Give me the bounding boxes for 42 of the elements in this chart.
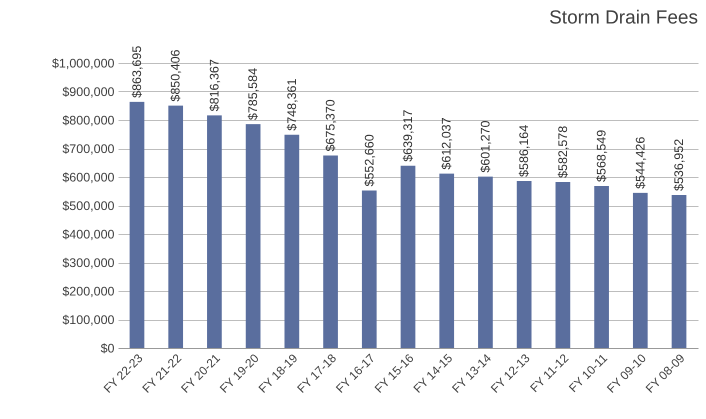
y-tick-label: $400,000 (62, 228, 115, 242)
y-tick-label: $300,000 (62, 256, 115, 270)
bar (323, 156, 338, 348)
bar (632, 192, 648, 348)
bar (400, 166, 416, 348)
bar (478, 176, 493, 348)
data-label: $748,361 (284, 78, 299, 131)
data-label: $552,660 (362, 134, 376, 186)
y-tick-label: $700,000 (62, 142, 115, 156)
bar (284, 134, 300, 348)
bar (168, 106, 184, 348)
chart-title: Storm Drain Fees (549, 8, 698, 29)
y-tick-label: $500,000 (62, 199, 115, 213)
data-label: $612,037 (440, 117, 454, 170)
y-tick-label: $200,000 (62, 284, 115, 298)
y-tick-label: $900,000 (62, 85, 115, 99)
bar (439, 174, 454, 348)
y-tick-label: $1,000,000 (52, 56, 115, 70)
bar (594, 186, 609, 348)
data-label: $850,406 (168, 49, 183, 102)
bar (672, 194, 686, 348)
bar (207, 115, 222, 348)
data-label: $675,370 (324, 99, 338, 152)
y-tick-label: $800,000 (62, 114, 115, 128)
y-tick-label: $0 (100, 342, 115, 356)
data-label: $601,270 (478, 120, 492, 173)
bar (362, 190, 377, 348)
y-tick-label: $600,000 (62, 170, 115, 184)
data-label: $785,584 (246, 68, 260, 120)
data-label: $586,164 (517, 124, 532, 177)
bar (246, 124, 260, 348)
y-tick-label: $100,000 (62, 313, 115, 327)
data-label: $582,578 (556, 126, 570, 178)
bar (556, 182, 570, 348)
bar (130, 102, 144, 348)
data-label: $568,549 (594, 130, 609, 182)
bar (516, 180, 532, 348)
data-label: $863,695 (130, 46, 144, 98)
data-label: $816,367 (207, 59, 222, 112)
data-label: $536,952 (672, 138, 686, 191)
data-label: $544,426 (633, 136, 648, 189)
data-label: $639,317 (401, 110, 415, 162)
